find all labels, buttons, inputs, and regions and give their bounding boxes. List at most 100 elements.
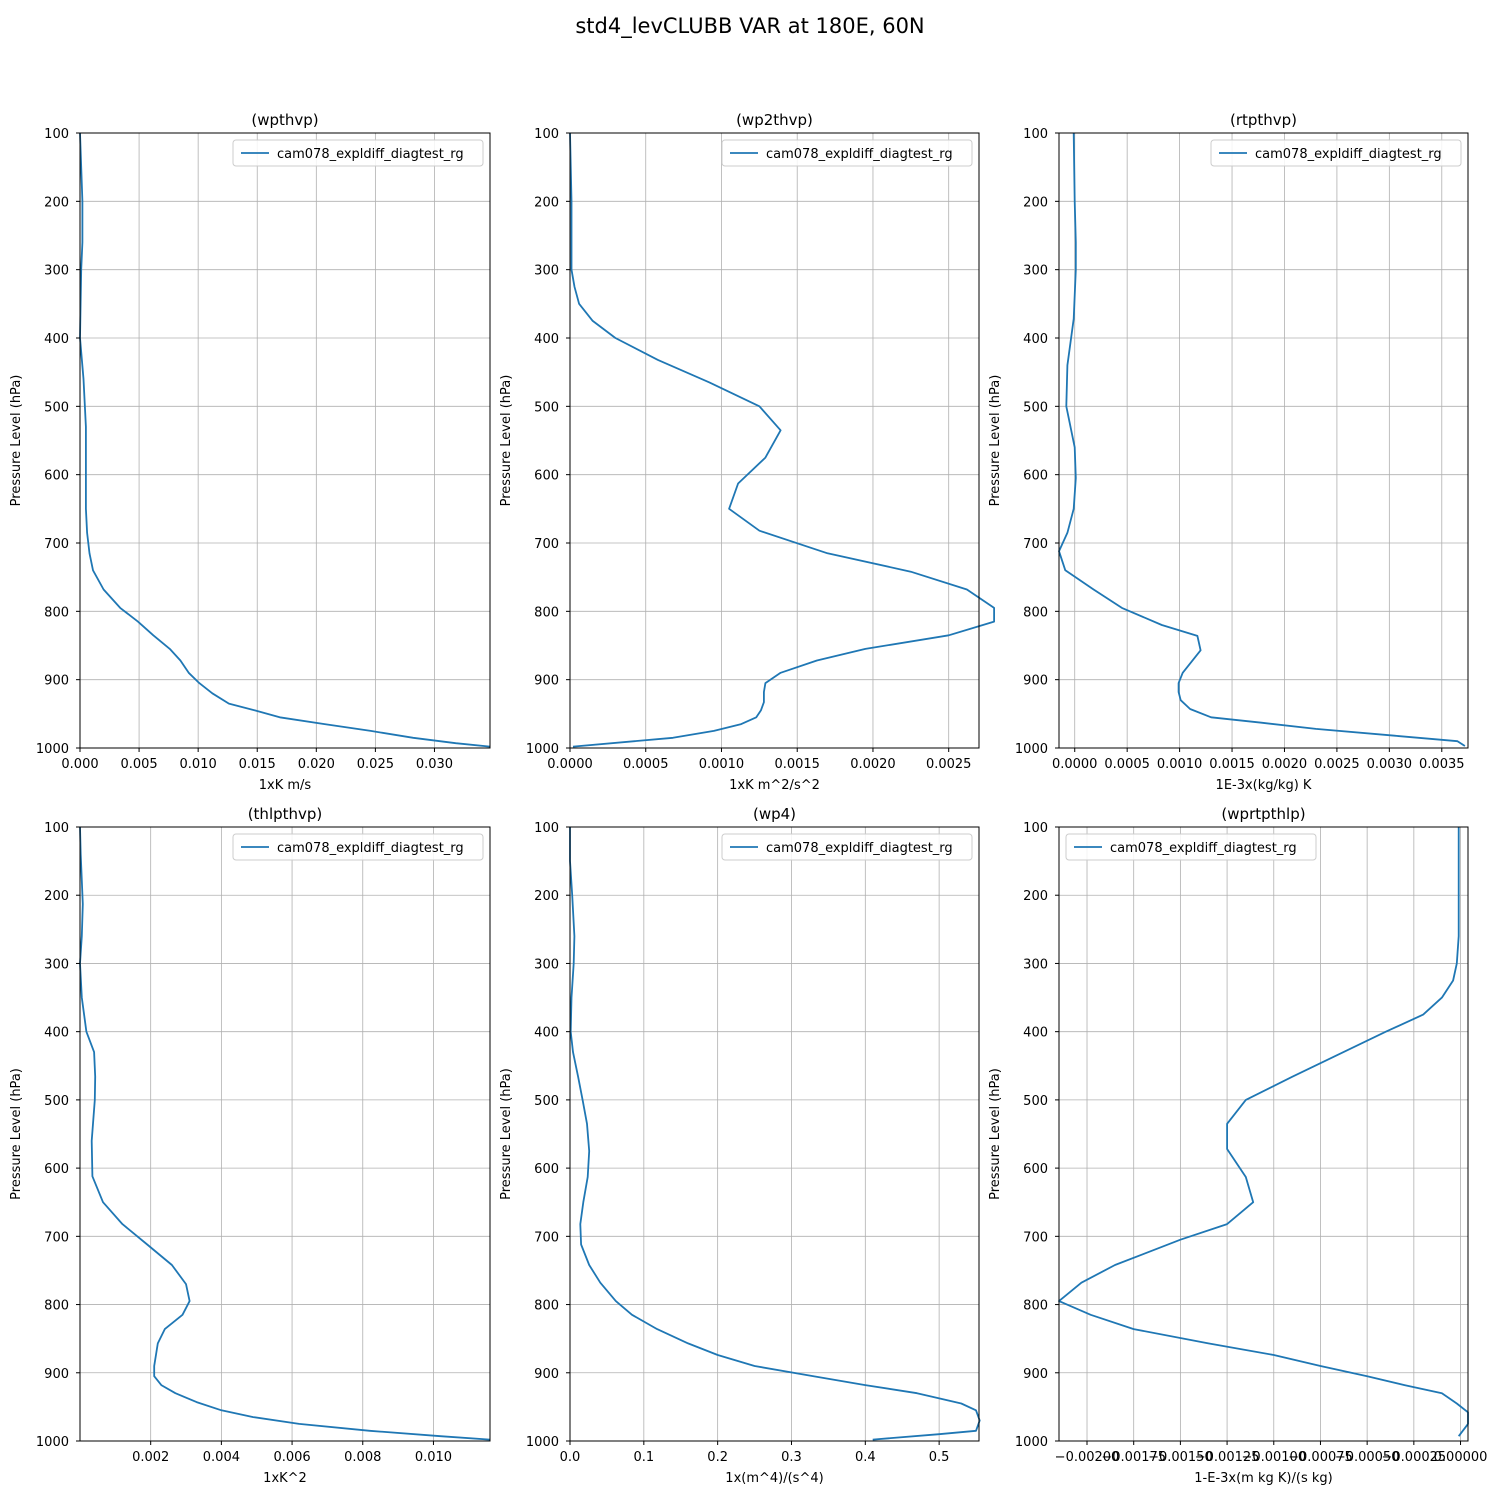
legend-box — [721, 833, 973, 861]
y-tick-label: 500 — [1023, 400, 1048, 415]
x-tick-label: 0.0025 — [1314, 757, 1360, 772]
x-tick-label: 0.0010 — [699, 757, 745, 772]
x-tick-label: 0.025 — [357, 757, 394, 772]
y-tick-label: 500 — [1023, 1094, 1048, 1109]
x-tick-label: 0.1 — [633, 1450, 654, 1465]
x-tick-label: 0.0010 — [1157, 757, 1203, 772]
x-tick-label: 0.006 — [273, 1450, 310, 1465]
y-tick-label: 700 — [1023, 537, 1048, 552]
y-tick-label: 600 — [1023, 469, 1048, 484]
y-tick-label: 800 — [1023, 1299, 1048, 1314]
y-tick-label: 500 — [534, 1094, 559, 1109]
legend-label: cam078_expldiff_diagtest_rg — [277, 147, 464, 162]
y-tick-label: 500 — [44, 1094, 69, 1109]
series-line — [1058, 132, 1466, 747]
y-tick-label: 100 — [534, 821, 559, 836]
y-tick-label: 100 — [534, 127, 559, 142]
legend: cam078_expldiff_diagtest_rg — [721, 833, 973, 861]
x-tick-label: −0.00175 — [1101, 1450, 1166, 1465]
y-tick-label: 700 — [44, 1230, 69, 1245]
x-axis-label: 1xK^2 — [263, 1471, 307, 1486]
axes-frame — [79, 132, 491, 749]
legend: cam078_expldiff_diagtest_rg — [232, 833, 484, 861]
panel-title: (wprtpthlp) — [1221, 805, 1305, 823]
figure-title: std4_levCLUBB VAR at 180E, 60N — [575, 14, 925, 38]
y-tick-label: 300 — [44, 264, 69, 279]
x-tick-label: 0.0015 — [774, 757, 820, 772]
y-tick-label: 400 — [44, 332, 69, 347]
x-tick-label: 0.00000 — [1434, 1450, 1488, 1465]
y-tick-label: 400 — [1023, 332, 1048, 347]
y-tick-label: 900 — [534, 674, 559, 689]
y-tick-label: 500 — [534, 400, 559, 415]
series-line — [569, 827, 981, 1441]
chart-panel-1: 0.000 0.005 0.010 0.015 0.020 0.025 0.030 100 20… — [9, 111, 491, 793]
x-tick-label: 0.000 — [61, 757, 98, 772]
panel-title: (wpthvp) — [251, 111, 318, 129]
y-tick-label: 300 — [1023, 957, 1048, 972]
legend-box — [721, 139, 973, 167]
y-tick-label: 700 — [534, 1230, 559, 1245]
y-tick-label: 700 — [1023, 1230, 1048, 1245]
panel-title: (wp4) — [753, 805, 796, 823]
legend-label: cam078_expldiff_diagtest_rg — [1110, 841, 1297, 856]
y-tick-label: 600 — [44, 1162, 69, 1177]
series-line — [569, 132, 995, 748]
x-tick-label: 0.0015 — [1209, 757, 1255, 772]
y-tick-label: 200 — [1023, 889, 1048, 904]
y-tick-label: 1000 — [526, 1435, 559, 1450]
series-line — [1058, 827, 1469, 1437]
x-tick-label: 0.005 — [120, 757, 157, 772]
y-tick-label: 400 — [534, 332, 559, 347]
y-tick-label: 900 — [1023, 1367, 1048, 1382]
chart-panel-4: 0.002 0.004 0.006 0.008 0.010 100 200 300 400 500… — [9, 805, 491, 1486]
y-tick-label: 100 — [44, 821, 69, 836]
x-tick-label: 0.0000 — [1052, 757, 1098, 772]
y-tick-label: 900 — [44, 1367, 69, 1382]
legend-box — [1210, 139, 1462, 167]
y-tick-label: 800 — [44, 605, 69, 620]
y-tick-label: 700 — [534, 537, 559, 552]
legend-box — [232, 139, 484, 167]
x-tick-label: 0.010 — [415, 1450, 452, 1465]
y-tick-label: 400 — [1023, 1026, 1048, 1041]
x-axis-label: 1xK m^2/s^2 — [729, 778, 820, 793]
y-axis-label: Pressure Level (hPa) — [499, 375, 514, 507]
x-tick-label: −0.00025 — [1382, 1450, 1447, 1465]
panel-title: (wp2thvp) — [736, 111, 813, 129]
y-tick-label: 100 — [1023, 127, 1048, 142]
y-tick-label: 300 — [1023, 264, 1048, 279]
series-line — [79, 826, 491, 1441]
y-tick-label: 100 — [1023, 821, 1048, 836]
y-axis-label: Pressure Level (hPa) — [499, 1068, 514, 1200]
x-tick-label: 0.0005 — [1104, 757, 1150, 772]
x-tick-label: −0.00150 — [1148, 1450, 1213, 1465]
x-tick-label: 0.4 — [855, 1450, 876, 1465]
y-tick-label: 800 — [1023, 605, 1048, 620]
legend-label: cam078_expldiff_diagtest_rg — [766, 147, 953, 162]
y-tick-label: 200 — [534, 195, 559, 210]
y-tick-label: 100 — [44, 127, 69, 142]
x-tick-label: 0.004 — [203, 1450, 240, 1465]
y-tick-label: 300 — [534, 957, 559, 972]
panel-title: (thlpthvp) — [248, 805, 323, 823]
y-tick-label: 1000 — [526, 742, 559, 757]
x-tick-label: 0.010 — [180, 757, 217, 772]
y-tick-label: 1000 — [1015, 1435, 1048, 1450]
y-tick-label: 400 — [534, 1026, 559, 1041]
y-tick-label: 900 — [44, 674, 69, 689]
y-tick-label: 800 — [534, 1299, 559, 1314]
x-tick-label: −0.00100 — [1241, 1450, 1306, 1465]
y-tick-label: 300 — [534, 264, 559, 279]
x-tick-label: −0.00075 — [1288, 1450, 1353, 1465]
y-tick-label: 900 — [1023, 674, 1048, 689]
x-tick-label: 0.030 — [416, 757, 453, 772]
y-axis-label: Pressure Level (hPa) — [9, 1068, 24, 1200]
x-tick-label: 0.0020 — [850, 757, 896, 772]
x-axis-label: 1x(m^4)/(s^4) — [725, 1471, 823, 1486]
x-tick-label: 0.008 — [344, 1450, 381, 1465]
axes-frame — [569, 826, 980, 1442]
y-tick-label: 600 — [1023, 1162, 1048, 1177]
axes-frame — [569, 132, 980, 749]
